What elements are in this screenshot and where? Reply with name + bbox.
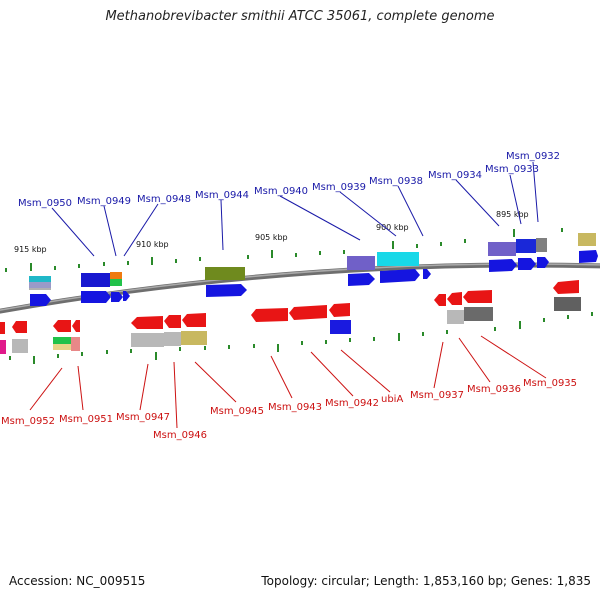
gene-label: Msm_0943 bbox=[268, 402, 322, 413]
reverse-gene-labels: Msm_0952 Msm_0951 Msm_0947 Msm_0946 Msm_… bbox=[1, 378, 577, 441]
gene-label: Msm_0945 bbox=[210, 406, 264, 417]
gene-arrow bbox=[12, 321, 27, 333]
gene-arrow bbox=[348, 273, 375, 286]
gene-label: Msm_0944 bbox=[195, 190, 249, 201]
gene-arrow bbox=[380, 269, 420, 283]
gene-label: ubiA bbox=[381, 394, 403, 405]
gene-label: Msm_0937 bbox=[410, 390, 464, 401]
gene-arrow bbox=[111, 292, 123, 302]
forward-gene-arrows bbox=[30, 250, 598, 306]
forward-gene-labels: Msm_0950 Msm_0949 Msm_0948 Msm_0944 Msm_… bbox=[18, 151, 560, 209]
gene-arrow bbox=[447, 292, 462, 305]
topology-text: Topology: circular; Length: 1,853,160 bp… bbox=[261, 574, 591, 588]
gene-arrow bbox=[251, 308, 288, 322]
gene-label: Msm_0939 bbox=[312, 182, 366, 193]
gene-arrow bbox=[463, 290, 492, 303]
gene-label: Msm_0938 bbox=[369, 176, 423, 187]
gene-arrow bbox=[0, 322, 5, 334]
gene-arrow bbox=[182, 313, 206, 327]
scale-label-910: 910 kbp bbox=[136, 240, 169, 249]
gene-arrow bbox=[81, 291, 111, 303]
gene-label: Msm_0935 bbox=[523, 378, 577, 389]
scale-label-895: 895 kbp bbox=[496, 210, 529, 219]
gene-arrow bbox=[537, 257, 549, 268]
gene-arrow bbox=[206, 284, 247, 297]
gene-label: Msm_0946 bbox=[153, 430, 207, 441]
gene-arrow bbox=[423, 269, 431, 279]
gene-label: Msm_0951 bbox=[59, 414, 113, 425]
reverse-gene-arrows bbox=[0, 280, 579, 334]
gene-arrow bbox=[329, 303, 350, 317]
gene-arrow bbox=[289, 305, 327, 320]
ticks-lower bbox=[9, 312, 593, 364]
gene-arrow bbox=[579, 250, 598, 263]
gene-label: Msm_0936 bbox=[467, 384, 521, 395]
gene-label: Msm_0947 bbox=[116, 412, 170, 423]
map-title: Methanobrevibacter smithii ATCC 35061, c… bbox=[105, 9, 495, 24]
gene-label: Msm_0950 bbox=[18, 198, 72, 209]
forward-leaders bbox=[51, 161, 539, 257]
gene-arrow bbox=[553, 280, 579, 294]
gene-arrow bbox=[123, 291, 130, 301]
ticks-upper bbox=[5, 228, 563, 272]
gene-label: Msm_0940 bbox=[254, 186, 308, 197]
gene-label: Msm_0934 bbox=[428, 170, 482, 181]
gene-arrow bbox=[434, 294, 446, 306]
gene-label: Msm_0952 bbox=[1, 416, 55, 427]
gene-arrow bbox=[131, 316, 163, 329]
gene-label: Msm_0948 bbox=[137, 194, 191, 205]
gene-arrow bbox=[489, 259, 517, 272]
scale-label-905: 905 kbp bbox=[255, 233, 288, 242]
scale-label-915: 915 kbp bbox=[14, 245, 47, 254]
scale-label-900: 900 kbp bbox=[376, 223, 409, 232]
gene-arrow bbox=[164, 315, 181, 328]
gene-arrow bbox=[72, 320, 80, 332]
reverse-leaders bbox=[29, 335, 547, 429]
gene-label: Msm_0932 bbox=[506, 151, 560, 162]
gene-arrow bbox=[518, 258, 536, 270]
gene-arrow bbox=[30, 294, 51, 306]
reverse-feature-boxes bbox=[0, 297, 581, 354]
accession-text: Accession: NC_009515 bbox=[9, 574, 146, 588]
forward-feature-boxes bbox=[29, 233, 596, 290]
gene-label: Msm_0942 bbox=[325, 398, 379, 409]
gene-label: Msm_0949 bbox=[77, 196, 131, 207]
gene-label: Msm_0933 bbox=[485, 164, 539, 175]
gene-arrow bbox=[53, 320, 71, 332]
